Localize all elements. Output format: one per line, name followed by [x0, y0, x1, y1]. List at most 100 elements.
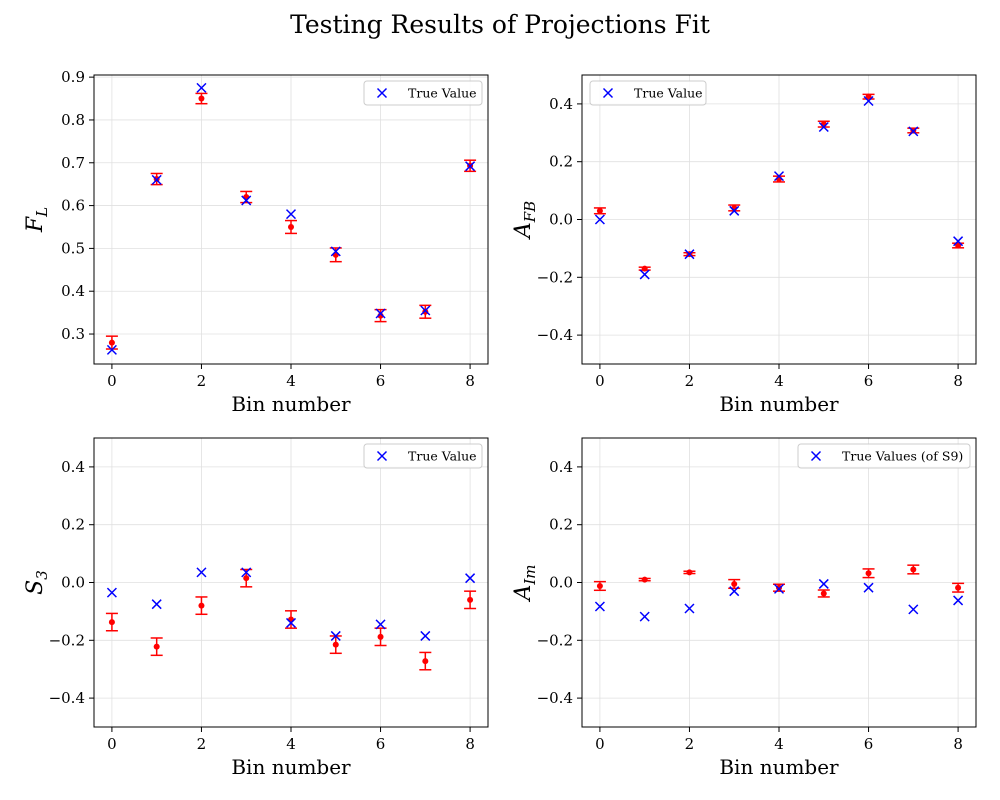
x-tick-label: 8: [465, 735, 475, 753]
true-value-marker: [953, 595, 964, 606]
x-axis-label: Bin number: [231, 392, 351, 416]
x-tick-label: 4: [774, 735, 784, 753]
x-tick-label: 2: [197, 372, 207, 390]
x-tick-label: 4: [286, 372, 296, 390]
y-tick-label: 0.4: [61, 282, 85, 300]
fit-point: [198, 602, 205, 609]
legend-box: [363, 443, 483, 469]
true-value-marker: [818, 121, 829, 133]
x-tick-label: 8: [465, 372, 475, 390]
y-tick-label: −0.4: [537, 689, 573, 707]
y-tick-label: 0.0: [61, 574, 85, 592]
true-value-marker: [773, 583, 785, 594]
subplot-4: 0 2 4 6 8 −0.4 −0.2 0.0 0.2 0.4 Bin number AIm True …: [511, 437, 977, 779]
true-value-marker: [465, 161, 476, 172]
y-tick-label: 0.0: [549, 211, 573, 229]
y-axis-label: FL: [23, 207, 51, 233]
true-value-marker: [729, 586, 740, 597]
fit-point: [776, 584, 782, 591]
legend-marker-icon: [376, 450, 388, 462]
true-value-marker: [594, 601, 605, 612]
fit-point: [641, 576, 648, 583]
fit-point: [596, 582, 603, 589]
y-tick-label: −0.4: [537, 326, 573, 344]
x-tick-label: 6: [376, 735, 386, 753]
true-value-marker: [953, 236, 964, 247]
true-value-marker: [818, 578, 829, 589]
true-value-marker: [196, 82, 207, 93]
fit-point: [422, 658, 429, 665]
y-tick-label: 0.8: [61, 111, 85, 129]
legend-box: [589, 80, 707, 106]
fit-point: [243, 575, 250, 582]
y-tick-label: 0.0: [549, 574, 573, 592]
fit-point: [108, 339, 115, 346]
x-tick-label: 8: [953, 372, 963, 390]
figure-title: Testing Results of Projections Fit: [290, 10, 710, 39]
fit-point: [820, 590, 827, 597]
y-tick-label: 0.7: [61, 154, 85, 172]
fit-point: [198, 95, 205, 102]
y-tick-label: 0.3: [61, 325, 85, 343]
y-tick-label: 0.5: [61, 239, 85, 257]
true-value-marker: [241, 195, 252, 206]
legend-label: True Value: [634, 86, 703, 101]
legend-label: True Values (of S9): [842, 449, 963, 464]
x-tick-label: 6: [864, 372, 874, 390]
x-axis-label: Bin number: [719, 755, 839, 779]
fit-point: [422, 308, 429, 315]
true-value-marker: [106, 587, 117, 598]
legend-marker-icon: [376, 87, 388, 99]
true-value-marker: [285, 209, 297, 220]
y-tick-label: 0.4: [549, 458, 573, 476]
legend-marker-icon: [602, 87, 614, 99]
fit-point: [865, 570, 872, 577]
x-tick-label: 2: [685, 735, 695, 753]
y-tick-label: 0.4: [61, 458, 85, 476]
x-tick-label: 2: [685, 372, 695, 390]
y-tick-label: −0.4: [49, 689, 85, 707]
x-tick-label: 0: [595, 372, 605, 390]
fit-point: [377, 633, 384, 640]
fit-point: [332, 641, 339, 648]
legend-label: True Value: [408, 86, 477, 101]
y-axis-label: S3: [23, 570, 51, 595]
x-axis-label: Bin number: [719, 392, 839, 416]
x-tick-label: 4: [286, 735, 296, 753]
fit-point: [108, 619, 115, 626]
true-value-marker: [420, 630, 431, 641]
axes-frame: [93, 74, 489, 365]
subplot-1: 0 2 4 6 8 0.3 0.4 0.5 0.6 0.7 0.8 0.9 Bin number FL Tr…: [23, 68, 489, 416]
true-value-marker: [241, 567, 252, 578]
true-value-marker: [375, 308, 386, 319]
y-tick-label: −0.2: [537, 631, 573, 649]
y-tick-label: 0.6: [61, 197, 85, 215]
x-tick-label: 0: [107, 735, 117, 753]
x-tick-label: 6: [376, 372, 386, 390]
fit-point: [288, 223, 294, 230]
true-value-marker: [908, 604, 919, 615]
fit-point: [731, 580, 738, 587]
true-value-marker: [908, 126, 919, 137]
true-value-marker: [639, 611, 650, 622]
true-value-marker: [639, 269, 650, 280]
y-tick-label: 0.2: [549, 516, 573, 534]
true-value-marker: [773, 171, 785, 182]
fit-point: [596, 207, 603, 214]
legend-box: [797, 443, 971, 469]
y-axis-label: AIm: [511, 564, 539, 602]
true-value-marker: [594, 214, 605, 225]
true-value-marker: [196, 567, 207, 578]
true-value-marker: [151, 174, 162, 185]
x-tick-label: 2: [197, 735, 207, 753]
legend-label: True Value: [408, 449, 477, 464]
y-axis-label: AFB: [511, 201, 539, 240]
fit-point: [955, 584, 962, 591]
y-tick-label: −0.2: [49, 631, 85, 649]
legend-marker-icon: [810, 450, 822, 462]
fit-point: [865, 93, 872, 100]
true-value-marker: [684, 249, 695, 260]
true-value-marker: [285, 617, 297, 628]
axes-frame: [93, 437, 489, 728]
